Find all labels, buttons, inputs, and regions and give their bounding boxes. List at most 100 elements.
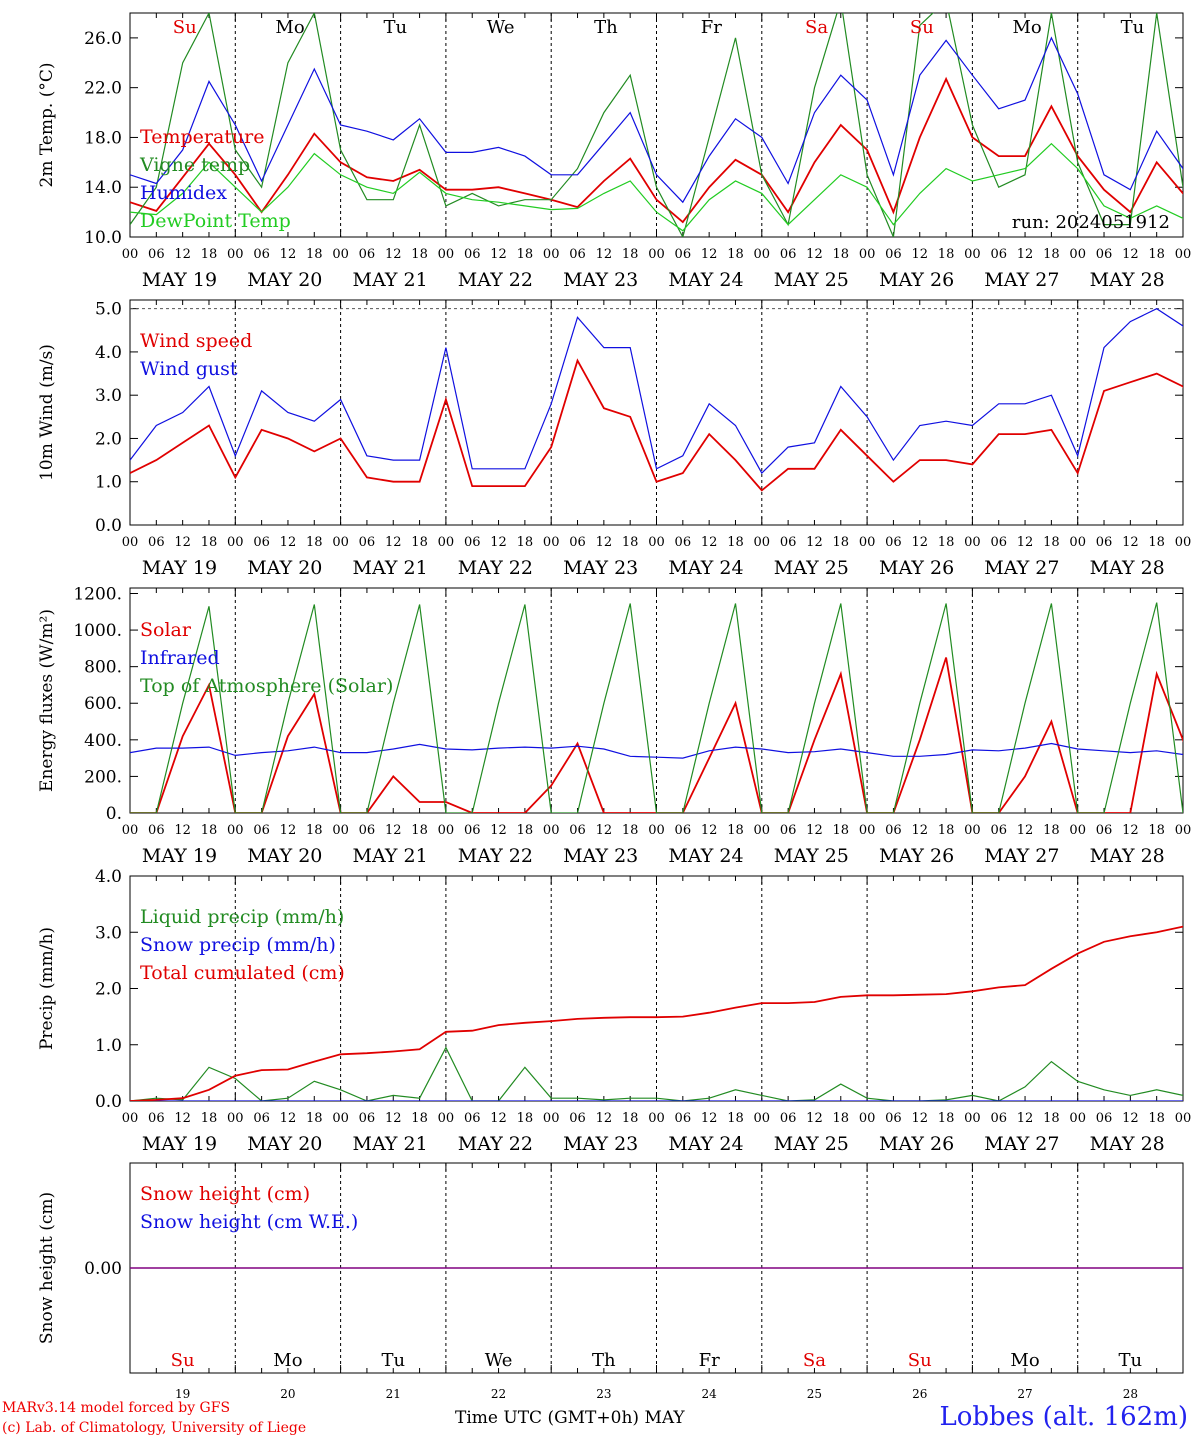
hour-tick-label: 00 [754,535,771,550]
legend-dewpoint-temp: DewPoint Temp [140,210,291,232]
day-name-label: Fr [701,17,722,38]
hour-tick-label: 12 [596,823,613,838]
panel-2: 0.0 1.0 2.0 3.0 4.0 5.0 10m Wind (m/s) Wind spe… [37,299,1191,579]
hour-tick-label: 06 [148,247,165,262]
hour-tick-label: 18 [201,823,218,838]
hour-tick-label: 00 [332,535,349,550]
series-infrared-line [130,742,1183,759]
date-label: MAY 28 [1090,1133,1165,1155]
legend-snow-precip-mm-h: Snow precip (mm/h) [140,934,336,956]
hour-tick-label: 00 [859,1111,876,1126]
hour-tick-label: 12 [1122,247,1139,262]
date-label: MAY 21 [353,269,428,291]
hour-tick-label: 00 [122,823,139,838]
hour-tick-label: 06 [359,535,376,550]
panel-5: 0.00 Snow height (cm) Snow height (cm) Snow… [37,1162,1184,1401]
hour-tick-label: 00 [438,247,455,262]
hour-tick-label: 12 [174,535,191,550]
date-label: MAY 23 [563,557,638,579]
hour-tick-label: 12 [911,1111,928,1126]
date-label: MAY 27 [984,557,1059,579]
series-top-of-atmosphere-solar-line [130,602,1183,813]
hour-tick-label: 06 [253,535,270,550]
hour-tick-label: 06 [148,1111,165,1126]
day-name-label: Su [171,1350,195,1371]
y-tick-label: 800. [84,658,122,678]
date-label: MAY 24 [668,269,743,291]
hour-tick-label: 18 [1043,247,1060,262]
day-number-label: 23 [596,1387,611,1401]
date-label: MAY 22 [458,557,533,579]
hour-tick-label: 12 [1122,535,1139,550]
date-label: MAY 26 [879,845,954,867]
hour-tick-label: 06 [990,823,1007,838]
y-axis-title: 2m Temp. (°C) [37,62,57,187]
y-tick-label: 600. [84,694,122,714]
date-label: MAY 21 [353,1133,428,1155]
y-tick-label: 4.0 [95,867,122,887]
y-tick-label: 1000. [73,621,122,641]
hour-tick-label: 12 [174,823,191,838]
hour-tick-label: 12 [806,1111,823,1126]
date-label: MAY 20 [247,557,322,579]
y-tick-label: 26.0 [84,29,122,49]
hour-tick-label: 12 [911,247,928,262]
hour-tick-label: 00 [964,247,981,262]
legend-vigne-temp: Vigne temp [139,154,250,176]
hour-tick-label: 18 [1148,247,1165,262]
day-number-label: 20 [280,1387,295,1401]
hour-tick-label: 06 [1096,247,1113,262]
date-label: MAY 20 [247,845,322,867]
hour-tick-label: 00 [964,1111,981,1126]
hour-tick-label: 18 [727,823,744,838]
legend-infrared: Infrared [140,647,220,669]
hour-tick-label: 12 [701,823,718,838]
hour-tick-label: 06 [464,535,481,550]
legend-snow-height-cm: Snow height (cm) [140,1183,310,1205]
legend-top-of-atmosphere-solar: Top of Atmosphere (Solar) [140,675,393,697]
hour-tick-label: 06 [1096,1111,1113,1126]
hour-tick-label: 00 [438,1111,455,1126]
day-number-label: 22 [491,1387,506,1401]
date-label: MAY 25 [774,557,849,579]
series-humidex-line [130,36,1183,204]
day-number-label: 27 [1017,1387,1032,1401]
hour-tick-label: 06 [359,247,376,262]
y-tick-label: 3.0 [95,386,122,406]
y-tick-label: 400. [84,731,122,751]
hour-tick-label: 06 [1096,823,1113,838]
y-tick-label: 1200. [73,584,122,604]
y-tick-label: 2.0 [95,429,122,449]
date-label: MAY 19 [142,845,217,867]
date-label: MAY 25 [774,269,849,291]
date-label: MAY 26 [879,557,954,579]
hour-tick-label: 00 [859,535,876,550]
day-name-label: Tu [1121,17,1145,38]
series-wind-speed-line [130,358,1183,492]
hour-tick-label: 18 [622,1111,639,1126]
hour-tick-label: 06 [990,1111,1007,1126]
day-number-label: 24 [702,1387,718,1401]
hour-tick-label: 00 [648,247,665,262]
hour-tick-label: 18 [833,535,850,550]
legend-wind-gust: Wind gust [140,358,238,380]
hour-tick-label: 12 [596,1111,613,1126]
legend-total-cumulated-cm: Total cumulated (cm) [140,962,345,984]
hour-tick-label: 00 [754,1111,771,1126]
hour-tick-label: 12 [806,823,823,838]
hour-tick-label: 12 [1122,823,1139,838]
hour-tick-label: 00 [1175,247,1192,262]
hour-tick-label: 12 [490,1111,507,1126]
day-number-label: 28 [1123,1387,1138,1401]
hour-tick-label: 00 [227,247,244,262]
day-number-label: 26 [912,1387,927,1401]
hour-tick-label: 06 [464,823,481,838]
date-label: MAY 27 [984,269,1059,291]
date-label: MAY 27 [984,1133,1059,1155]
hour-tick-label: 12 [490,247,507,262]
run-label: run: 2024051912 [1012,212,1170,233]
hour-tick-label: 12 [280,823,297,838]
hour-tick-label: 06 [780,535,797,550]
station-name: Lobbes (alt. 162m) [939,1402,1188,1432]
hour-tick-label: 12 [490,535,507,550]
